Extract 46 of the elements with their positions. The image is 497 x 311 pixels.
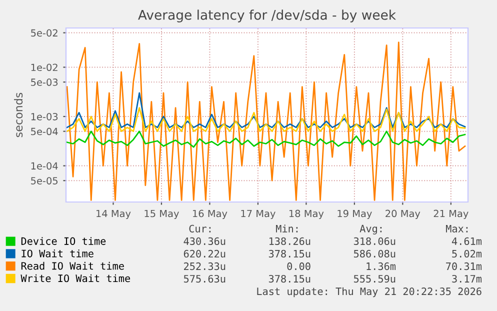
x-tick-label: 21 May xyxy=(434,210,468,220)
text: 430.36u xyxy=(184,237,226,246)
text: Last update: Thu May 21 20:22:35 2026 xyxy=(257,287,482,298)
x-tick-label: 19 May xyxy=(338,210,372,220)
legend-label: Write IO Wait time xyxy=(20,274,130,282)
x-tick-label: 14 May xyxy=(96,210,131,220)
text: 70.31m xyxy=(446,262,482,270)
legend-label: Read IO Wait time xyxy=(21,262,124,270)
text: Cur: xyxy=(189,224,211,232)
x-tick-label: 20 May xyxy=(386,210,420,220)
y-tick-label: 1e-03 xyxy=(31,112,58,120)
text: 252.33u xyxy=(184,262,226,270)
legend-label: Device IO time xyxy=(21,237,106,245)
x-tick-label: 17 May xyxy=(241,210,276,220)
line-series xyxy=(66,42,466,201)
legend-label: IO Wait time xyxy=(22,250,94,258)
text: 318.06u xyxy=(354,237,396,246)
x-tick-label: 18 May xyxy=(289,210,324,220)
text: 0.00 xyxy=(287,262,310,270)
text: 575.63u xyxy=(184,274,226,283)
text: 586.08u xyxy=(354,250,396,258)
y-tick-label: 5e-04 xyxy=(31,128,58,136)
text: 5.02m xyxy=(452,250,482,258)
line-series xyxy=(66,107,466,132)
text: Max: xyxy=(446,224,468,232)
x-tick-label: 15 May xyxy=(144,210,179,220)
text: 378.15u xyxy=(268,274,310,283)
y-tick-label: 5e-02 xyxy=(31,29,58,37)
text: 1.36m xyxy=(366,262,396,270)
text: 378.15u xyxy=(268,250,310,258)
text: Min: xyxy=(276,224,298,232)
y-tick-label: 1e-02 xyxy=(31,64,58,72)
text: 3.17m xyxy=(452,274,482,283)
line-series xyxy=(66,130,466,148)
y-tick-label: 5e-03 xyxy=(31,78,58,86)
y-tick-label: 5e-05 xyxy=(31,177,58,184)
y-tick-label: 1e-04 xyxy=(31,162,58,170)
text: 4.61m xyxy=(452,237,482,246)
text: 138.26u xyxy=(269,237,310,246)
y-axis-title: seconds xyxy=(14,92,23,138)
x-tick-label: 16 May xyxy=(193,210,228,220)
text: 555.59u xyxy=(354,274,396,283)
text: Avg: xyxy=(360,224,382,234)
text: 620.22u xyxy=(184,250,226,258)
chart-title: Average latency for /dev/sda - by week xyxy=(138,10,396,22)
line-series xyxy=(66,92,466,128)
